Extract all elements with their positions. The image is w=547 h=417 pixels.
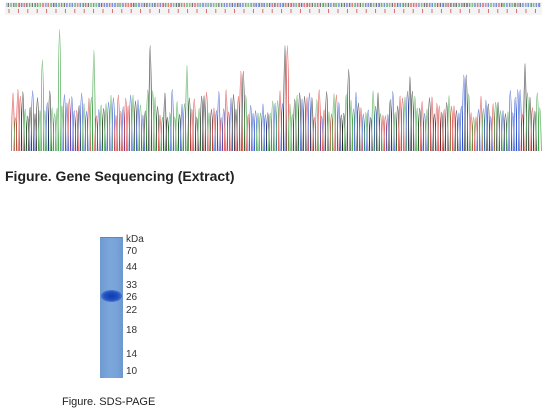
gene-sequencing-caption: Figure. Gene Sequencing (Extract) [5,168,235,184]
marker-label: 22 [126,305,138,316]
sds-page-protein-band [101,290,122,302]
trace-peak [91,50,96,152]
marker-label: 26 [126,292,138,303]
trace-peak [40,59,45,152]
sequencing-chromatogram [5,2,542,152]
marker-label: 70 [126,246,138,257]
trace-peak [185,65,189,152]
marker-label: 33 [126,280,138,291]
trace-peak [523,63,527,152]
kda-unit-label: kDa [126,234,144,245]
marker-label: 14 [126,349,138,360]
marker-label: 44 [126,262,138,273]
trace-peak [162,92,167,152]
trace-peak [11,92,15,152]
marker-label: 10 [126,366,138,377]
sds-page-gel-lane [100,237,123,378]
marker-label: 18 [126,325,138,336]
sds-page-caption: Figure. SDS-PAGE [62,396,156,408]
trace-peak [57,29,62,152]
sequence-header-strip [5,2,542,15]
